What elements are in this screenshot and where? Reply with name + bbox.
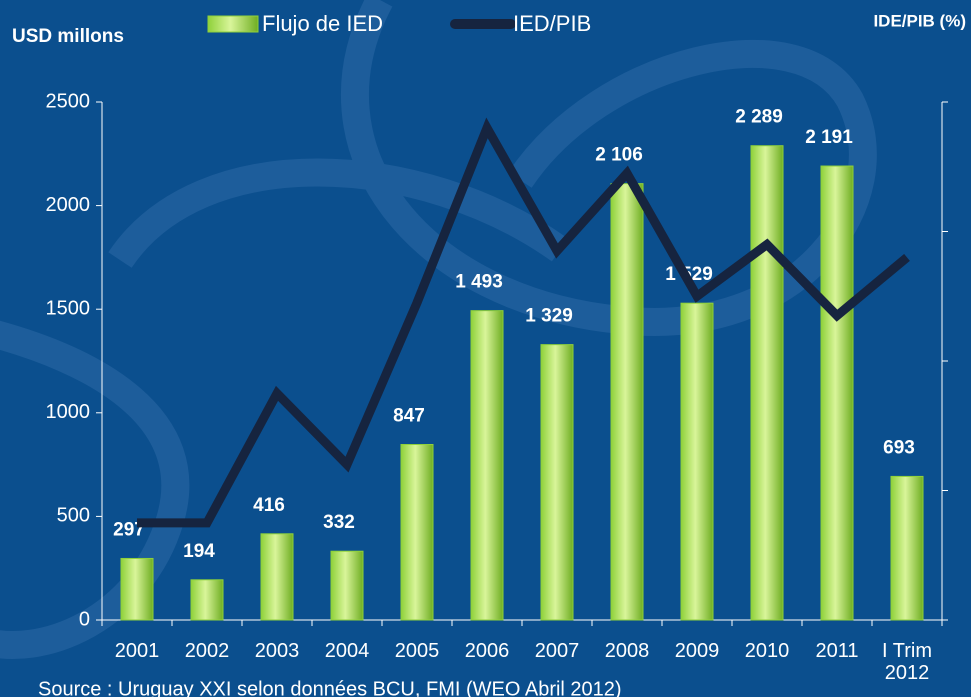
x-tick-label: 2004: [324, 640, 370, 662]
bar: [610, 183, 644, 621]
bar: [820, 165, 854, 621]
line: [137, 117, 910, 528]
bar: [260, 533, 294, 621]
x-tick-label: 2002: [184, 640, 230, 662]
y2-axis-label: IDE/PIB (%): [873, 11, 966, 30]
bar: [680, 302, 714, 621]
value-label: 693: [883, 437, 915, 458]
value-label: 297: [113, 519, 145, 540]
x-tick-label: 2005: [394, 640, 440, 662]
value-label: 847: [393, 406, 425, 427]
x-tick-label: 2009: [674, 640, 720, 662]
x-tick-label: 2010: [744, 640, 790, 662]
bar: [750, 145, 784, 621]
x-tick-label: 2006: [464, 640, 510, 662]
y-tick-label: 1500: [46, 297, 91, 319]
x-tick-label: 2011: [815, 640, 859, 662]
value-label: 2 289: [735, 107, 783, 128]
y-tick-label: 2000: [46, 194, 91, 216]
x-tick-label: 2008: [604, 640, 650, 662]
y-tick-label: 1000: [46, 401, 91, 423]
bar: [470, 310, 504, 621]
x-tick-label: 2001: [114, 640, 160, 662]
bar: [400, 444, 434, 621]
value-label: 332: [323, 512, 355, 533]
bar: [330, 550, 364, 621]
value-label: 1 329: [525, 306, 573, 327]
x-tick-label: 2003: [254, 640, 300, 662]
bar: [190, 579, 224, 621]
source: Source : Uruguay XXI selon données BCU, …: [38, 678, 622, 697]
x-tick-label: I Trim 2012: [882, 640, 932, 684]
y-tick-label: 0: [79, 608, 90, 630]
value-label: 1 493: [455, 272, 503, 293]
y-tick-label: 500: [57, 505, 90, 527]
bar: [120, 557, 154, 621]
value-label: 2 191: [805, 127, 853, 148]
legend-label: IED/PIB: [513, 11, 591, 36]
x-tick-label: 2007: [534, 640, 580, 662]
value-label: 194: [183, 541, 215, 562]
value-label: 2 106: [595, 145, 643, 166]
value-label: 416: [253, 495, 285, 516]
legend-label: Flujo de IED: [262, 11, 383, 36]
legend-swatch: [207, 15, 259, 33]
bar: [890, 475, 924, 621]
y-tick-label: 2500: [46, 90, 91, 112]
bar: [540, 344, 574, 621]
y-axis-label: USD millons: [12, 26, 124, 47]
